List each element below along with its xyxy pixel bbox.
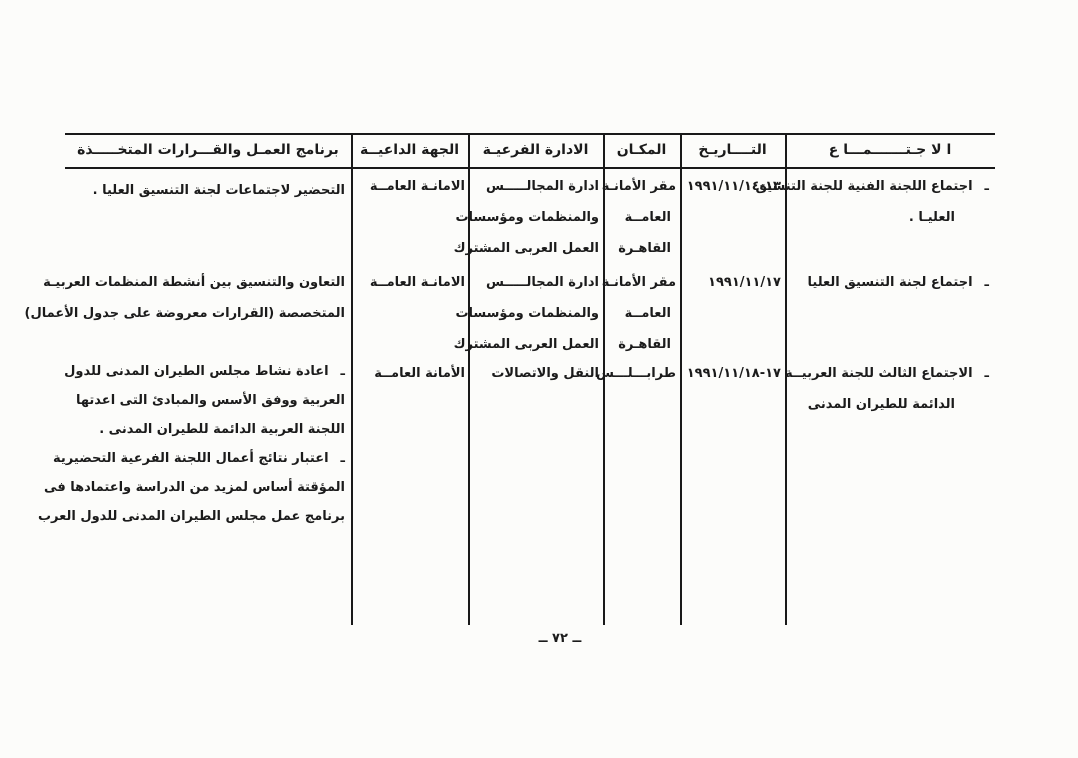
row2-program-cell: التعاون والتنسيق بين أنشطة المنظمات العر… — [24, 267, 345, 329]
sub-admin-line: النقل والاتصالات — [491, 366, 599, 381]
agency-text: الامانـة العامــة — [369, 275, 465, 290]
dash-bullet: ـ — [340, 451, 345, 466]
column-divider — [351, 133, 353, 625]
program-line: التعاون والتنسيق بين أنشطة المنظمات العر… — [43, 275, 345, 290]
row1-sub-admin-cell: ادارة المجالـــــس والمنظمات ومؤسسات الع… — [453, 171, 599, 264]
row1-place-cell: مقر الأمانـة العامــة القاهـرة — [601, 171, 676, 264]
sub-admin-line: ادارة المجالـــــس — [485, 179, 599, 194]
row1-meeting-cell: ـ اجتماع اللجنة الفنية للجنة التنسيق الع… — [755, 171, 989, 233]
row2-date-cell: ١٩٩١/١١/١٧ — [684, 267, 781, 298]
place-line: طرابـــلـــس — [595, 366, 676, 381]
row3-sub-admin-cell: النقل والاتصالات — [472, 358, 599, 389]
dash-bullet: ـ — [984, 179, 989, 194]
header-cell-place: المكـان — [616, 142, 667, 158]
program-line: ـ اعادة نشاط مجلس الطيران المدنى للدول — [64, 357, 345, 386]
place-line: مقر الأمانـة — [601, 179, 676, 194]
date-value: ١٩٩١/١١/١٧ — [708, 275, 781, 290]
row2-agency-cell: الامانـة العامــة — [355, 267, 465, 298]
meeting-line: ـ اجتماع لجنة التنسيق العليا — [789, 267, 989, 298]
row3-date-cell: ١٩٩١/١١/١٨-١٧ — [684, 358, 781, 389]
program-line: التحضير لاجتماعات لجنة التنسيق العليا . — [92, 183, 345, 198]
program-line: المؤقتة أساس لمزيد من الدراسة واعتمادها … — [44, 480, 345, 495]
program-line: العربية ووفق الأسس والمبادئ التى اعدتها — [75, 393, 345, 408]
header-cell-meeting: ا لا جـتـــــــمـــا ع — [828, 142, 952, 158]
agency-text: الامانـة العامــة — [369, 179, 465, 194]
header-cell-agency: الجهة الداعيــة — [359, 142, 460, 158]
place-line: القاهـرة — [618, 337, 671, 352]
page-number: ــ ٧٢ ــ — [538, 631, 582, 646]
program-text: اعتبار نتائج أعمال اللجنة الفرعية التحضي… — [53, 451, 329, 466]
meeting-line: ـ اجتماع اللجنة الفنية للجنة التنسيق — [755, 171, 989, 202]
row1-date-cell: ١٩٩١/١١/١٤-١٣ — [684, 171, 781, 202]
header-bottom-border — [65, 167, 995, 169]
column-divider — [785, 133, 787, 625]
sub-admin-line: والمنظمات ومؤسسات — [455, 306, 599, 321]
header-cell-sub-admin: الادارة الفرعيـة — [482, 142, 589, 158]
column-divider — [468, 133, 470, 625]
dash-bullet: ـ — [340, 364, 345, 379]
date-value: ١٩٩١/١١/١٨-١٧ — [686, 366, 781, 381]
program-bullet-group: ـ اعادة نشاط مجلس الطيران المدنى للدول ا… — [64, 357, 345, 444]
header-cell-program: برنامج العمـل والقـــرارات المتخـــــذة — [77, 142, 339, 158]
program-line: اللجنة العربية الدائمة للطيران المدنى . — [99, 422, 345, 437]
meetings-table: ا لا جـتـــــــمـــا ع التــــاريـخ المك… — [24, 133, 995, 625]
place-line: العامــة — [624, 306, 671, 321]
row2-place-cell: مقر الأمانـة العامــة القاهـرة — [601, 267, 676, 360]
meeting-text: اجتماع اللجنة الفنية للجنة التنسيق — [755, 179, 973, 194]
column-divider — [603, 133, 605, 625]
table-top-border — [65, 133, 995, 135]
place-line: مقر الأمانـة — [601, 275, 676, 290]
sub-admin-line: ادارة المجالـــــس — [485, 275, 599, 290]
header-cell-date: التــــاريـخ — [698, 142, 767, 158]
row1-program-cell: التحضير لاجتماعات لجنة التنسيق العليا . — [69, 175, 345, 206]
date-value: ١٩٩١/١١/١٤-١٣ — [686, 179, 781, 194]
sub-admin-line: العمل العربى المشترك — [453, 337, 599, 352]
row3-agency-cell: الأمانة العامــة — [355, 358, 465, 389]
row1-agency-cell: الامانـة العامــة — [355, 171, 465, 202]
meeting-text: الدائمة للطيران المدنى — [807, 397, 955, 412]
sub-admin-line: والمنظمات ومؤسسات — [455, 210, 599, 225]
row2-sub-admin-cell: ادارة المجالـــــس والمنظمات ومؤسسات الع… — [453, 267, 599, 360]
dash-bullet: ـ — [984, 275, 989, 290]
program-line: برنامج عمل مجلس الطيران المدنى للدول الع… — [37, 509, 345, 524]
program-line: ـ اعتبار نتائج أعمال اللجنة الفرعية التح… — [53, 444, 345, 473]
place-line: العامــة — [624, 210, 671, 225]
meeting-text: الاجتماع الثالث للجنة العربيــة — [785, 366, 973, 381]
program-text: اعادة نشاط مجلس الطيران المدنى للدول — [64, 364, 329, 379]
agency-text: الأمانة العامــة — [374, 366, 465, 381]
meeting-text: اجتماع لجنة التنسيق العليا — [807, 275, 973, 290]
row3-meeting-cell: ـ الاجتماع الثالث للجنة العربيــة الدائم… — [785, 358, 989, 420]
row3-place-cell: طرابـــلـــس — [595, 358, 676, 389]
place-line: القاهـرة — [618, 241, 671, 256]
program-line: المتخصصة (القرارات معروضة على جدول الأعم… — [24, 306, 345, 321]
meeting-line: ـ الاجتماع الثالث للجنة العربيــة — [785, 358, 989, 389]
dash-bullet: ـ — [984, 366, 989, 381]
program-bullet-group: ـ اعتبار نتائج أعمال اللجنة الفرعية التح… — [37, 444, 345, 531]
row2-meeting-cell: ـ اجتماع لجنة التنسيق العليا — [789, 267, 989, 298]
column-divider — [680, 133, 682, 625]
row3-program-cell: ـ اعادة نشاط مجلس الطيران المدنى للدول ا… — [37, 357, 345, 531]
meeting-text: العليـا . — [908, 210, 955, 225]
sub-admin-line: العمل العربى المشترك — [453, 241, 599, 256]
